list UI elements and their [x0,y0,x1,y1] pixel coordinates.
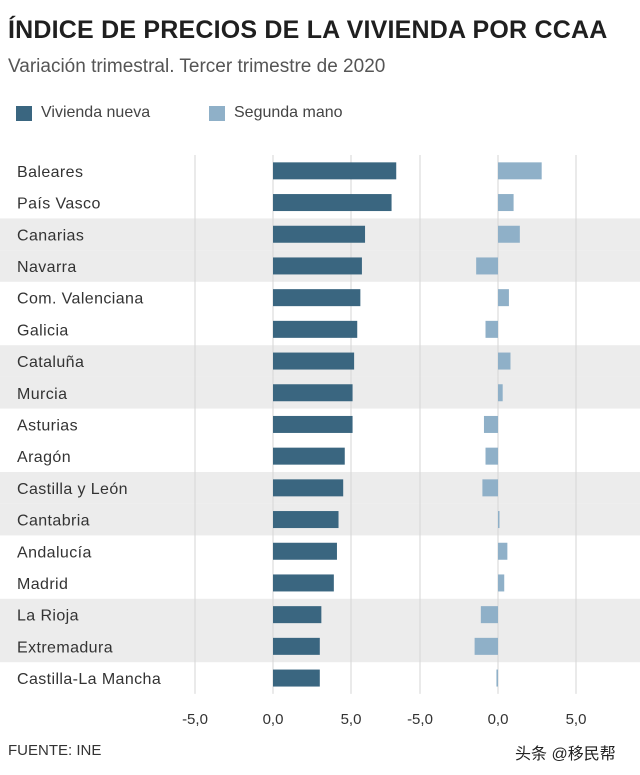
bar-vivienda-nueva [273,415,353,433]
watermark: 头条 @移民帮 [515,746,616,763]
category-label: Baleares [17,164,83,181]
chart-subtitle: Variación trimestral. Tercer trimestre d… [8,56,386,77]
bar-vivienda-nueva [273,511,339,529]
bar-chart: -5,0 0,0 5,0 -5,0 0,0 5,0 Baleares País Vasco Ca… [0,155,640,728]
bar-vivienda-nueva [273,289,361,307]
category-label: Castilla-La Mancha [17,671,161,688]
category-label: Castilla y León [17,481,128,498]
bar-segunda-mano [498,352,511,370]
bar-vivienda-nueva [273,574,334,592]
bar-vivienda-nueva [273,479,344,497]
bar-segunda-mano [483,415,498,433]
category-label: Asturias [17,417,78,434]
category-label: Murcia [17,386,67,403]
bar-segunda-mano [498,511,500,529]
category-label: Canarias [17,227,84,244]
bar-segunda-mano [498,384,503,402]
category-label: País Vasco [17,196,101,213]
bar-segunda-mano [496,669,498,687]
category-label: Aragón [17,449,71,466]
legend-label-nueva: Vivienda nueva [41,104,151,121]
bar-segunda-mano [485,447,498,465]
bar-vivienda-nueva [273,447,345,465]
bar-segunda-mano [480,606,498,624]
x-tick-label: 5,0 [566,711,587,728]
bar-vivienda-nueva [273,225,366,243]
bar-vivienda-nueva [273,352,355,370]
bar-vivienda-nueva [273,194,392,212]
x-tick-label: -5,0 [182,711,208,728]
category-label: Extremadura [17,639,113,656]
bar-segunda-mano [498,574,505,592]
bar-vivienda-nueva [273,384,353,402]
bar-vivienda-nueva [273,162,397,180]
legend-label-segunda: Segunda mano [234,104,343,121]
legend-swatch-segunda [209,106,225,121]
bar-vivienda-nueva [273,637,320,655]
bar-segunda-mano [482,479,498,497]
category-label: Andalucía [17,544,92,561]
legend-swatch-nueva [16,106,32,121]
chart-title: ÍNDICE DE PRECIOS DE LA VIVIENDA POR CCA… [8,16,608,44]
x-tick-label: -5,0 [407,711,433,728]
category-label: Navarra [17,259,77,276]
x-tick-label: 0,0 [488,711,509,728]
x-tick-label: 5,0 [341,711,362,728]
x-tick-label: 0,0 [263,711,284,728]
bar-segunda-mano [476,257,498,275]
category-label: Com. Valenciana [17,291,144,308]
bar-segunda-mano [498,162,542,180]
category-label: Cataluña [17,354,84,371]
bar-segunda-mano [498,289,509,307]
row-band [0,630,640,663]
bar-segunda-mano [485,320,498,338]
bar-segunda-mano [498,542,508,560]
bar-vivienda-nueva [273,606,322,624]
bar-vivienda-nueva [273,669,320,687]
category-label: Galicia [17,322,69,339]
bar-vivienda-nueva [273,257,362,275]
category-label: Cantabria [17,513,90,530]
bar-vivienda-nueva [273,542,337,560]
bar-segunda-mano [474,637,498,655]
bar-segunda-mano [498,225,520,243]
category-label: Madrid [17,576,68,593]
bar-segunda-mano [498,194,514,212]
bar-vivienda-nueva [273,320,358,338]
category-label: La Rioja [17,608,79,625]
source-note: FUENTE: INE [8,742,102,759]
